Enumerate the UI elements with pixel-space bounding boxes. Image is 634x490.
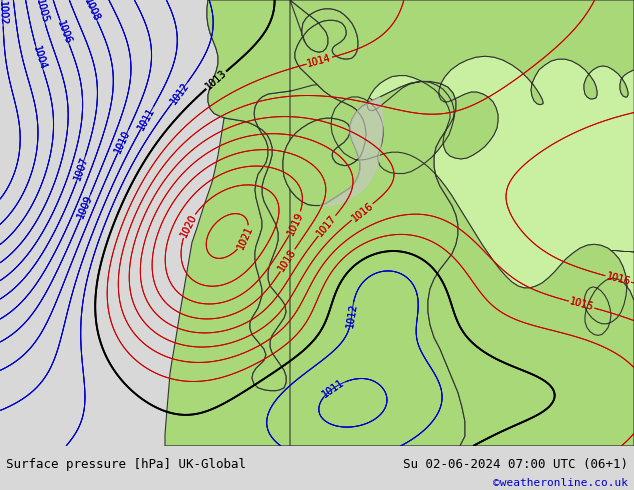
Text: 1008: 1008 <box>82 0 102 24</box>
Text: 1017: 1017 <box>315 213 339 238</box>
Text: 1017: 1017 <box>315 213 339 238</box>
Text: 1011: 1011 <box>321 377 347 399</box>
Text: 1004: 1004 <box>31 45 48 71</box>
Text: 1016: 1016 <box>349 200 375 223</box>
Text: ©weatheronline.co.uk: ©weatheronline.co.uk <box>493 478 628 488</box>
Text: Surface pressure [hPa] UK-Global: Surface pressure [hPa] UK-Global <box>6 458 247 471</box>
Text: 1019: 1019 <box>286 210 305 237</box>
Text: 1018: 1018 <box>276 247 299 273</box>
Text: 1009: 1009 <box>76 194 94 220</box>
Text: 1011: 1011 <box>321 377 347 399</box>
Text: 1009: 1009 <box>76 194 94 220</box>
Text: 1018: 1018 <box>276 247 299 273</box>
Text: Su 02-06-2024 07:00 UTC (06+1): Su 02-06-2024 07:00 UTC (06+1) <box>403 458 628 471</box>
Text: 1014: 1014 <box>306 52 332 69</box>
Text: 1021: 1021 <box>235 225 255 251</box>
Text: 1020: 1020 <box>178 213 198 239</box>
Polygon shape <box>283 0 634 446</box>
Text: 1002: 1002 <box>0 1 8 26</box>
Text: 1012: 1012 <box>345 302 359 328</box>
Text: 1013: 1013 <box>204 68 229 92</box>
Text: 1002: 1002 <box>0 1 8 26</box>
Text: 1019: 1019 <box>286 210 305 237</box>
Polygon shape <box>331 56 634 446</box>
Text: 1011: 1011 <box>136 105 157 132</box>
Text: 1005: 1005 <box>34 0 49 24</box>
Text: 1008: 1008 <box>82 0 102 24</box>
Text: 1014: 1014 <box>306 52 332 69</box>
Text: 1012: 1012 <box>168 80 191 106</box>
Text: 1016: 1016 <box>349 200 375 223</box>
Text: 1016: 1016 <box>605 271 631 287</box>
Text: 1013: 1013 <box>204 68 229 92</box>
Text: 1020: 1020 <box>178 213 198 239</box>
Text: 1005: 1005 <box>34 0 49 24</box>
Text: 1004: 1004 <box>31 45 48 71</box>
Text: 1007: 1007 <box>72 156 90 182</box>
Polygon shape <box>207 0 465 446</box>
Text: 1021: 1021 <box>235 225 255 251</box>
Text: 1012: 1012 <box>345 302 359 328</box>
Text: 1007: 1007 <box>72 156 90 182</box>
Text: 1012: 1012 <box>168 80 191 106</box>
Text: 1015: 1015 <box>568 296 595 313</box>
Text: 1011: 1011 <box>136 105 157 132</box>
Text: 1010: 1010 <box>113 129 133 155</box>
Text: 1015: 1015 <box>568 296 595 313</box>
Polygon shape <box>320 97 383 205</box>
Text: 1006: 1006 <box>56 19 74 46</box>
Text: 1006: 1006 <box>56 19 74 46</box>
Polygon shape <box>165 0 390 446</box>
Text: 1016: 1016 <box>605 271 631 287</box>
Text: 1010: 1010 <box>113 129 133 155</box>
